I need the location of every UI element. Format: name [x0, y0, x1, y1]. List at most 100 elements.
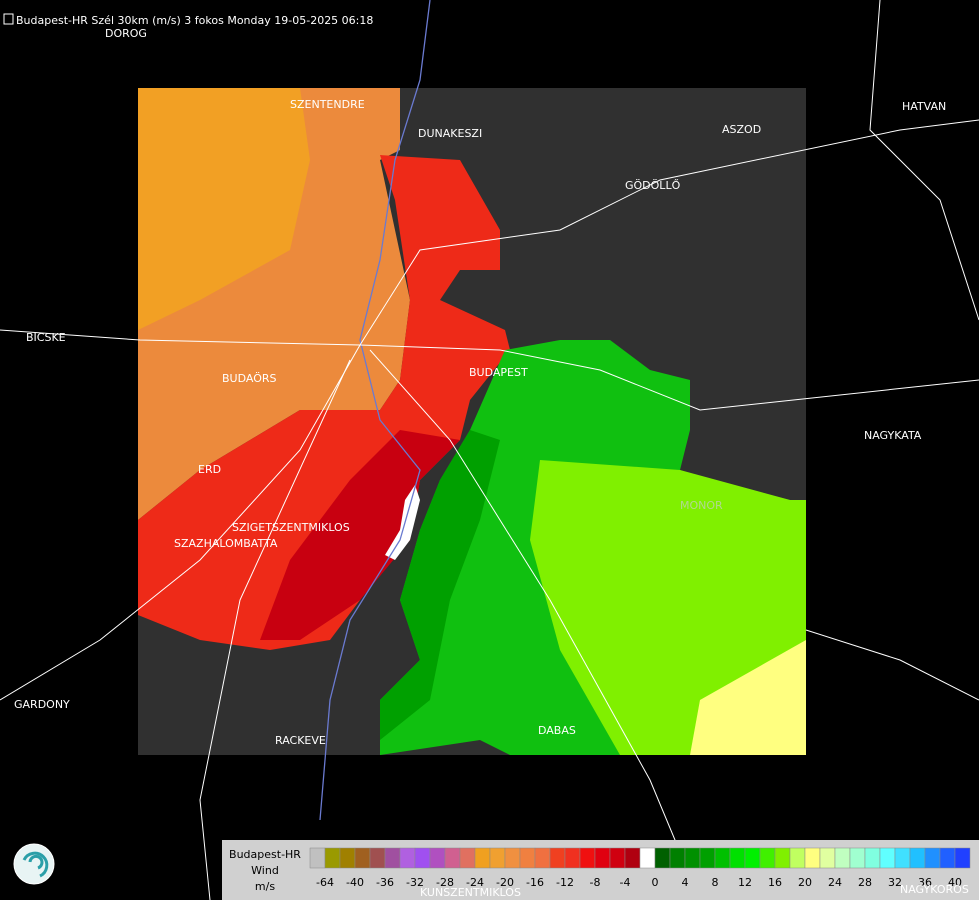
legend-unit: m/s [255, 880, 275, 893]
legend-tick-label: -20 [496, 876, 514, 889]
legend-tick-label: -40 [346, 876, 364, 889]
white-zone [385, 485, 420, 560]
legend-swatch [669, 847, 686, 869]
place-label: ERD [198, 463, 221, 476]
legend-subtitle: Wind [251, 864, 279, 877]
legend-tick-label: 20 [798, 876, 812, 889]
place-label: MONOR [680, 499, 723, 512]
logo-swirl [22, 851, 49, 878]
legend-tick-label: 32 [888, 876, 902, 889]
legend-swatch [474, 847, 491, 869]
title: Budapest-HR Szél 30km (m/s) 3 fokos Mond… [16, 14, 373, 27]
legend-swatch [564, 847, 581, 869]
legend-swatch [339, 847, 356, 869]
legend-swatch [609, 847, 626, 869]
place-label: SZIGETSZENTMIKLOS [232, 521, 350, 534]
legend-swatch [804, 847, 821, 869]
legend-swatch [909, 847, 926, 869]
legend-title: Budapest-HR [229, 848, 301, 861]
legend-swatch [774, 847, 791, 869]
place-label: NAGYKATA [864, 429, 922, 442]
green-dark [380, 430, 500, 740]
road [199, 359, 351, 900]
legend-swatch [894, 847, 911, 869]
legend-tick-label: 0 [652, 876, 659, 889]
legend-swatch [444, 847, 461, 869]
legend-tick-label: -24 [466, 876, 484, 889]
legend-tick-label: 24 [828, 876, 842, 889]
legend-swatch [489, 847, 506, 869]
legend-swatch [954, 847, 971, 869]
road [369, 349, 701, 900]
legend-tick-label: -36 [376, 876, 394, 889]
place-label: NAGYKOROS [900, 883, 969, 896]
legend-tick-label: 4 [682, 876, 689, 889]
dark-red-zone [260, 430, 460, 640]
legend-swatch [624, 847, 641, 869]
legend-swatch [924, 847, 941, 869]
place-label: DOROG [105, 27, 147, 40]
place-label: ASZOD [722, 123, 761, 136]
legend-swatch [699, 847, 716, 869]
title-icon [3, 13, 14, 25]
legend-swatch [399, 847, 416, 869]
legend-swatch [579, 847, 596, 869]
legend-tick-label: 12 [738, 876, 752, 889]
place-label: SZAZHALOMBATTA [174, 537, 278, 550]
legend-tick-label: -28 [436, 876, 454, 889]
legend-swatch [714, 847, 731, 869]
road [869, 0, 979, 321]
legend-swatch [759, 847, 776, 869]
legend-swatch [354, 847, 371, 869]
legend-tick-label: 28 [858, 876, 872, 889]
place-label: SZENTENDRE [290, 98, 365, 111]
legend-swatch [744, 847, 761, 869]
legend-tick-label: -8 [590, 876, 601, 889]
legend-tick-label: 40 [948, 876, 962, 889]
legend-swatch [504, 847, 521, 869]
legend-swatch [684, 847, 701, 869]
road [0, 329, 979, 411]
legend: Budapest-HR Wind m/s -64 -40 -36 -32 -28 -24-… [222, 840, 979, 900]
place-label: BUDAPEST [469, 366, 528, 379]
place-label: BICSKE [26, 331, 66, 344]
legend-tick-label: -32 [406, 876, 424, 889]
place-label: GARDONY [14, 698, 70, 711]
place-label: RACKEVE [275, 734, 326, 747]
road [0, 344, 361, 701]
legend-tick-label: -12 [556, 876, 574, 889]
danube [319, 0, 431, 821]
legend-swatch [789, 847, 806, 869]
legend-swatch [459, 847, 476, 869]
place-label: GÖDÖLLŐ [625, 178, 681, 192]
place-label: HATVAN [902, 100, 946, 113]
legend-tick-label: 36 [918, 876, 932, 889]
legend-swatch [834, 847, 851, 869]
legend-swatch [849, 847, 866, 869]
legend-tick-label: -4 [620, 876, 631, 889]
legend-swatch [879, 847, 896, 869]
orange-light [138, 88, 310, 330]
legend-swatch [534, 847, 551, 869]
legend-tick-label: -16 [526, 876, 544, 889]
legend-swatch [429, 847, 446, 869]
legend-swatch [594, 847, 611, 869]
legend-swatch [414, 847, 431, 869]
place-label: DUNAKESZI [418, 127, 482, 140]
legend-tick-label: 8 [712, 876, 719, 889]
legend-swatch [939, 847, 956, 869]
legend-swatch [639, 847, 656, 869]
legend-swatch [519, 847, 536, 869]
legend-swatch [654, 847, 671, 869]
road [359, 119, 979, 346]
legend-swatch [729, 847, 746, 869]
legend-swatch [309, 847, 326, 869]
legend-tick-label: 16 [768, 876, 782, 889]
legend-swatch [384, 847, 401, 869]
legend-tick-label: -64 [316, 876, 334, 889]
legend-swatch [819, 847, 836, 869]
yellow-zone [690, 640, 806, 755]
road [805, 629, 979, 701]
legend-swatch [864, 847, 881, 869]
